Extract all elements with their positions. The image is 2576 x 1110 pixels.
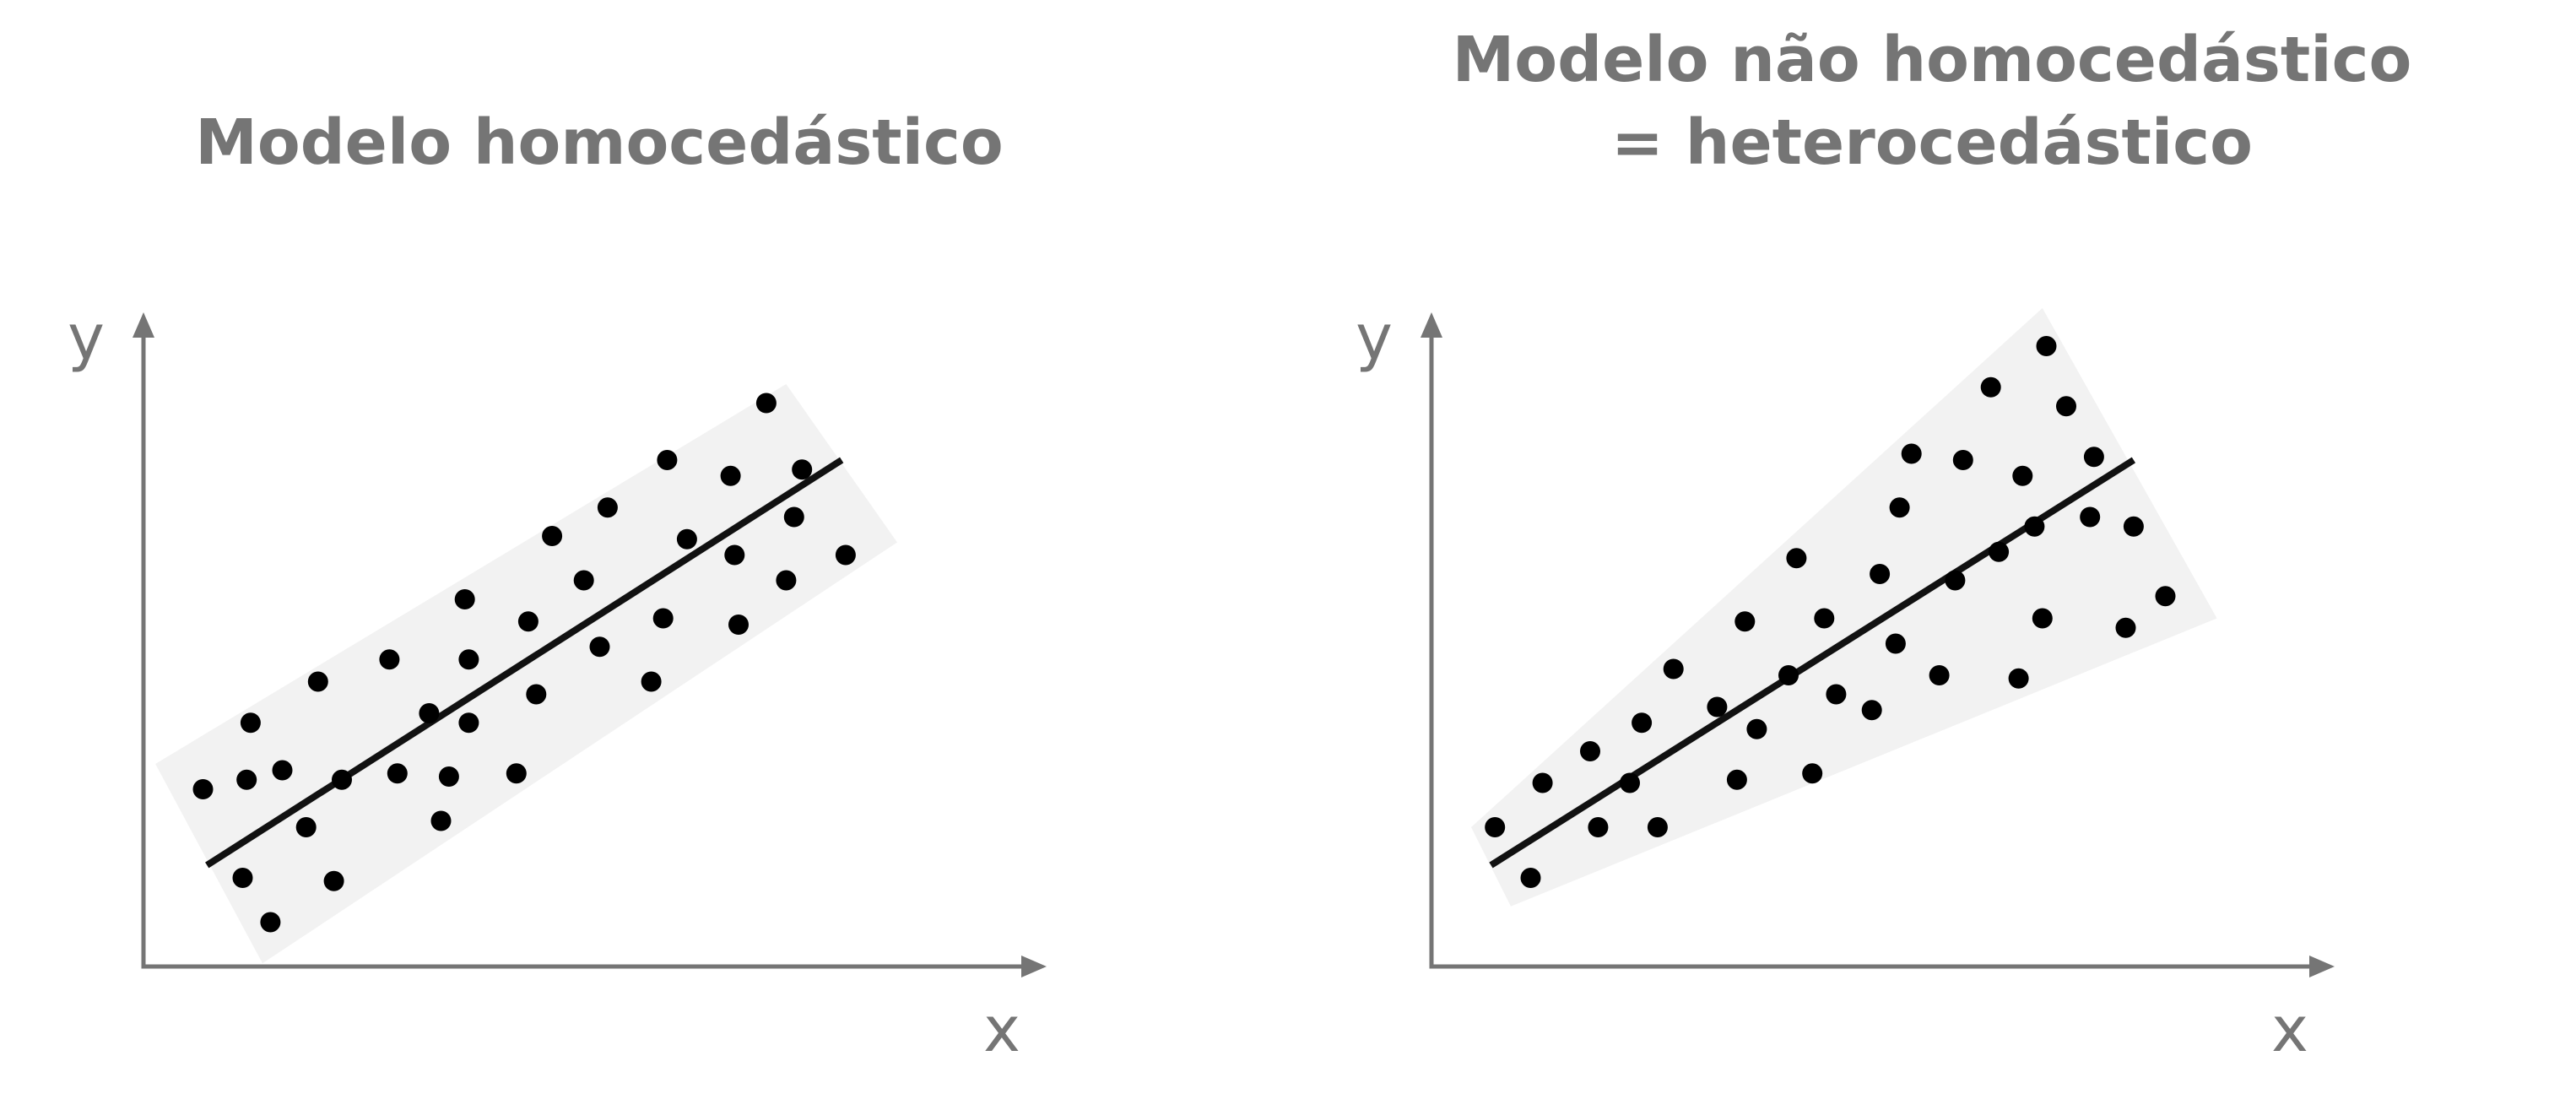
data-point xyxy=(430,810,452,831)
chart-title: Modelo homocedástico xyxy=(0,101,1199,184)
data-point xyxy=(641,671,662,692)
data-point xyxy=(192,779,214,799)
data-point xyxy=(506,763,527,784)
data-point xyxy=(236,769,257,790)
data-point xyxy=(589,636,610,658)
data-point xyxy=(1746,718,1767,739)
data-point xyxy=(517,611,538,632)
data-point xyxy=(2032,608,2053,629)
data-point xyxy=(2036,336,2057,356)
data-point xyxy=(720,465,741,486)
data-point xyxy=(755,393,777,414)
data-point xyxy=(1632,712,1653,734)
data-point xyxy=(458,649,479,670)
data-point xyxy=(379,649,400,670)
data-point xyxy=(1929,665,1950,685)
x-axis-label: x xyxy=(2271,994,2308,1066)
chart-title-line-1: Modelo não homocedástico xyxy=(1452,24,2412,96)
data-point xyxy=(2115,617,2136,638)
y-axis-label: y xyxy=(68,301,105,374)
x-axis-label: x xyxy=(983,994,1020,1066)
data-point xyxy=(1726,769,1747,790)
data-point xyxy=(783,506,804,528)
data-point xyxy=(657,450,678,470)
y-axis-arrowhead xyxy=(133,312,154,338)
data-point xyxy=(724,544,745,566)
data-point xyxy=(1889,497,1910,518)
scatter-plot-heteroscedastic: yx xyxy=(1356,301,2335,1066)
confidence-band xyxy=(1471,308,2217,907)
data-point xyxy=(1707,696,1728,717)
data-point xyxy=(295,817,317,837)
data-point xyxy=(2083,447,2104,468)
data-point xyxy=(728,615,749,635)
data-point xyxy=(1620,772,1640,793)
data-point xyxy=(597,497,618,518)
data-point xyxy=(1861,700,1882,721)
data-point xyxy=(573,570,594,591)
data-point xyxy=(1802,763,1823,784)
data-point xyxy=(1520,868,1541,888)
data-point xyxy=(1989,541,2010,562)
data-point xyxy=(2008,668,2029,689)
data-point xyxy=(387,763,408,784)
data-point xyxy=(419,703,440,723)
data-point xyxy=(1532,772,1553,793)
data-point xyxy=(2056,396,2076,417)
data-point xyxy=(1901,443,1922,464)
data-point xyxy=(1778,665,1799,685)
data-point xyxy=(1826,684,1847,705)
x-axis-arrowhead xyxy=(2309,956,2335,977)
data-point xyxy=(526,684,547,705)
data-point xyxy=(458,712,479,734)
data-point xyxy=(1580,741,1600,761)
data-point xyxy=(1786,548,1807,569)
data-point xyxy=(240,712,261,734)
data-point xyxy=(1647,817,1668,837)
scatter-plot-homoscedastic: yx xyxy=(68,301,1047,1066)
data-point xyxy=(1734,611,1756,632)
data-point xyxy=(438,766,459,787)
data-point xyxy=(1485,817,1506,837)
data-point xyxy=(232,868,253,888)
data-point xyxy=(323,870,344,891)
chart-panel-heteroscedastic: Modelo não homocedástico = heterocedásti… xyxy=(1288,0,2576,1110)
data-point xyxy=(542,526,563,546)
data-point xyxy=(2155,586,2176,607)
data-point xyxy=(454,589,475,609)
data-point xyxy=(1980,376,2001,398)
data-point xyxy=(676,528,697,550)
data-point xyxy=(1870,564,1891,584)
confidence-band xyxy=(155,384,898,964)
data-point xyxy=(307,671,328,692)
data-point xyxy=(835,544,856,566)
data-point xyxy=(1663,658,1684,680)
data-point xyxy=(2012,465,2033,486)
data-point xyxy=(2080,506,2101,528)
data-point xyxy=(260,912,281,933)
data-point xyxy=(1952,450,1973,470)
regression-line xyxy=(205,457,844,869)
y-axis-arrowhead xyxy=(1421,312,1442,338)
data-point xyxy=(1885,633,1906,654)
chart-title: Modelo não homocedástico = heterocedásti… xyxy=(1288,19,2576,184)
data-point xyxy=(1588,817,1609,837)
x-axis-arrowhead xyxy=(1021,956,1047,977)
data-point xyxy=(2024,516,2045,537)
data-point xyxy=(776,570,797,591)
y-axis-label: y xyxy=(1356,301,1393,374)
data-point xyxy=(652,608,674,629)
data-point xyxy=(2123,516,2144,537)
data-point xyxy=(272,760,293,781)
chart-title-line-2: = heterocedástico xyxy=(1611,106,2253,179)
data-point xyxy=(792,459,813,480)
chart-title-line: Modelo homocedástico xyxy=(195,106,1004,179)
data-point xyxy=(1945,570,1966,591)
data-point xyxy=(332,769,352,790)
data-point xyxy=(1814,608,1835,629)
